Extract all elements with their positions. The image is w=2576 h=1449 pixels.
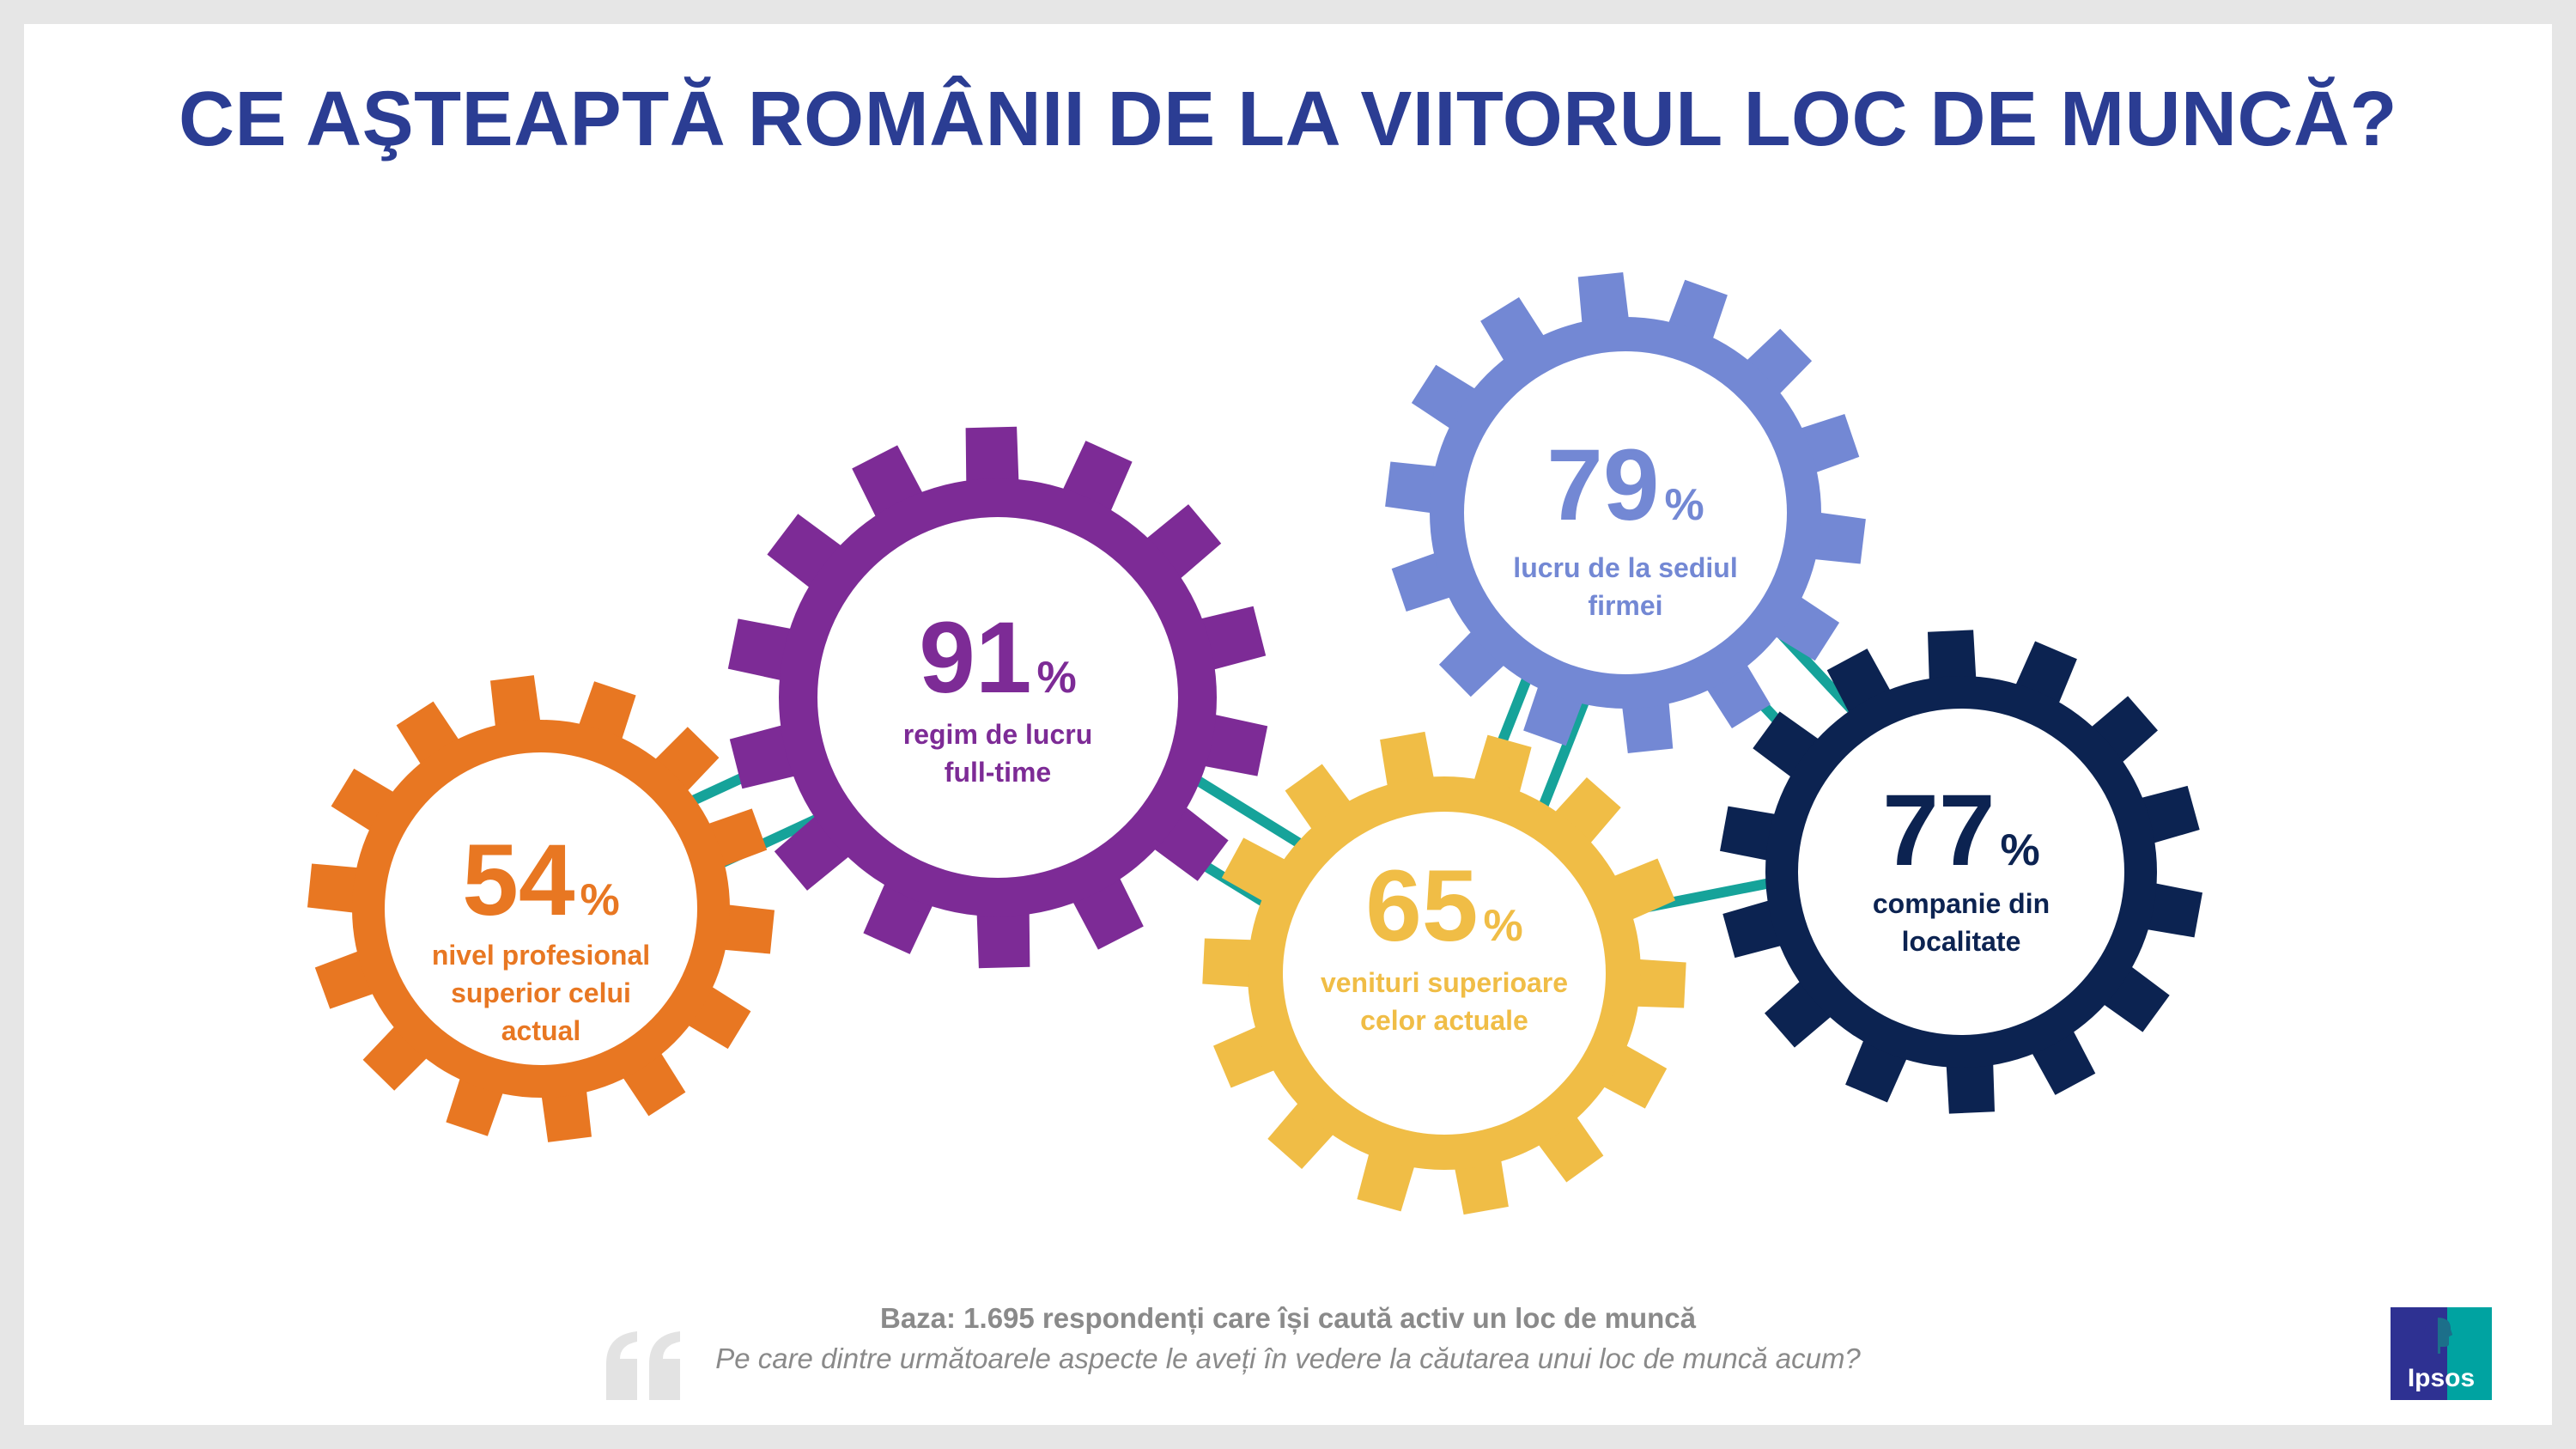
- gear-label-line: localitate: [1902, 926, 2021, 957]
- gear-value: 54%: [462, 824, 620, 937]
- gear-value: 65%: [1365, 849, 1523, 963]
- gear-group: 54 %nivel profesional superior celui actual…: [307, 272, 2202, 1215]
- gear-sediu: 79 % lucru de la sediul firmei: [1385, 272, 1866, 753]
- gear-value: 79%: [1546, 429, 1704, 542]
- gear-label-line: firmei: [1588, 590, 1662, 621]
- gear-center: [1798, 709, 2124, 1035]
- page-title: CE AŞTEAPTĂ ROMÂNII DE LA VIITORUL LOC D…: [178, 76, 2398, 162]
- quote-icon: [606, 1331, 680, 1400]
- gear-label-line: nivel profesional: [432, 940, 650, 971]
- logo-accent: [2447, 1307, 2492, 1400]
- gear-venituri: 65 % venituri superioare celor actuale: [1202, 731, 1686, 1215]
- logo-head-icon: [2424, 1318, 2452, 1354]
- logo-text: Ipsos: [2407, 1364, 2476, 1392]
- ipsos-logo: Ipsos: [2391, 1307, 2492, 1400]
- gear-localitate: 77 %companie din localitate: [1720, 630, 2202, 1114]
- gear-center: [1464, 351, 1787, 674]
- gear-label-line: celor actuale: [1360, 1005, 1528, 1036]
- gear-label-line: companie din: [1873, 888, 2050, 919]
- gear-label-line: lucru de la sediul: [1513, 552, 1737, 583]
- gear-center: [817, 517, 1178, 878]
- gear-regim: 91 % regim de lucru full-time: [727, 426, 1268, 969]
- gear-label-line: regim de lucru: [903, 719, 1093, 750]
- gear-label-line: actual: [501, 1015, 580, 1046]
- footer-question-text: Pe care dintre următoarele aspecte le av…: [715, 1342, 1861, 1374]
- gear-value: 77%: [1882, 774, 2040, 887]
- gear-label-line: venituri superioare: [1321, 967, 1568, 998]
- gear-value: 91%: [919, 601, 1077, 715]
- gear-label-line: full-time: [945, 757, 1051, 788]
- gear-nivel: 54 %nivel profesional superior celui actual: [307, 675, 775, 1142]
- gear-center: [385, 752, 697, 1065]
- gear-center: [1283, 812, 1606, 1135]
- footer-base-text: Baza: 1.695 respondenți care își caută a…: [879, 1302, 1697, 1334]
- gear-label-line: superior celui: [451, 977, 631, 1008]
